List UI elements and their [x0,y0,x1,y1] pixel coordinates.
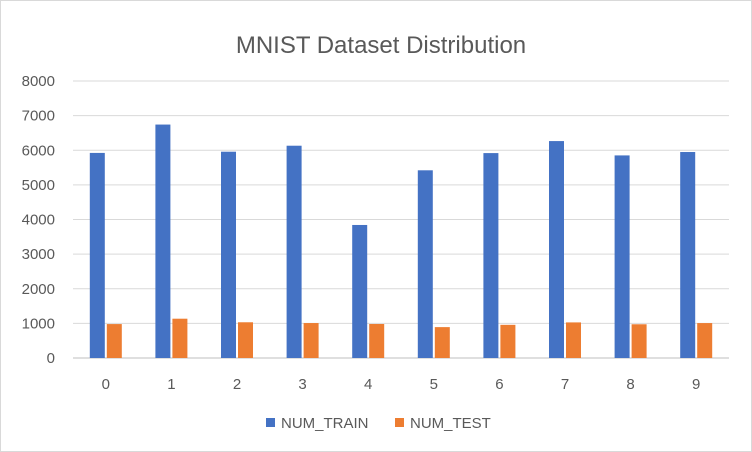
bar-num-train [614,155,630,358]
bar-num-train [221,151,236,358]
bar-num-train [483,153,499,358]
bar-num-train [352,224,368,358]
bar-num-test [238,322,253,358]
bar-num-test [106,324,122,358]
x-tick-label: 7 [561,376,569,393]
y-tick-label: 3000 [22,246,55,263]
y-tick-label: 1000 [22,315,55,332]
y-tick-label: 5000 [22,177,55,194]
legend-swatch [395,418,404,427]
y-tick-label: 2000 [22,281,55,298]
legend-label: NUM_TRAIN [281,415,369,432]
x-tick-label: 3 [298,376,306,393]
legend-swatch [266,418,275,427]
y-tick-label: 8000 [22,73,55,90]
bar-num-test [369,323,385,358]
bar-num-train [286,145,302,358]
bar-num-train [680,152,696,358]
x-tick-label: 9 [692,376,700,393]
bar-num-test [172,318,188,358]
y-axis-ticks: 0 1000 2000 3000 4000 5000 6000 7000 8000 [22,73,55,367]
bar-num-test [434,327,450,358]
legend: NUM_TRAIN NUM_TEST [266,415,491,432]
x-tick-label: 5 [430,376,438,393]
gridlines [73,80,729,359]
bar-num-test [631,324,647,358]
bar-num-test [566,322,581,358]
bar-num-train [549,141,564,358]
x-tick-label: 2 [233,376,241,393]
y-tick-label: 4000 [22,212,55,229]
x-tick-label: 0 [102,376,110,393]
x-tick-label: 6 [495,376,503,393]
bar-num-train [155,124,171,358]
chart-title: MNIST Dataset Distribution [236,32,526,59]
bar-num-test [500,324,516,358]
bars [89,124,713,358]
bar-num-train [417,170,433,358]
x-axis-ticks: 0 1 2 3 4 5 6 7 8 9 [102,376,701,393]
y-tick-label: 7000 [22,108,55,125]
bar-num-train [89,152,105,358]
x-tick-label: 8 [626,376,634,393]
y-tick-label: 0 [47,350,55,367]
bar-num-test [303,323,319,358]
y-tick-label: 6000 [22,142,55,159]
x-tick-label: 1 [167,376,175,393]
x-tick-label: 4 [364,376,372,393]
legend-label: NUM_TEST [410,415,491,432]
bar-num-test [697,323,713,358]
